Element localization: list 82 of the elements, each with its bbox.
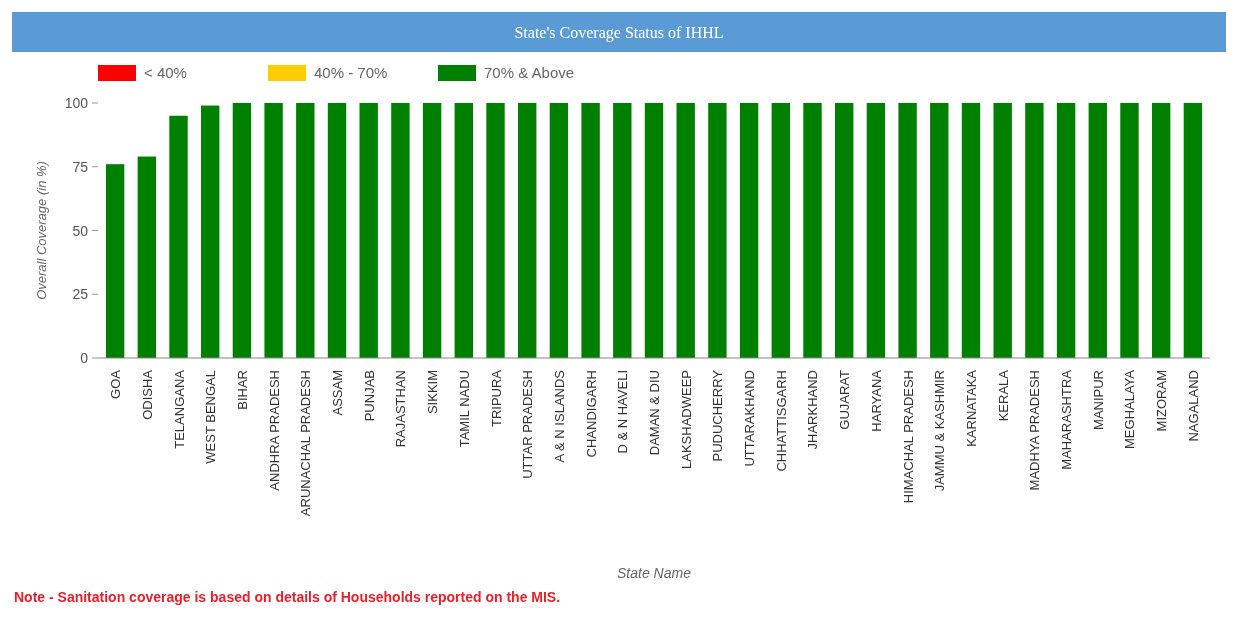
x-tick-label: JAMMU & KASHMIR <box>932 370 948 492</box>
bar <box>961 103 981 358</box>
x-tick-label: MIZORAM <box>1154 370 1170 432</box>
bar <box>708 103 727 358</box>
bar <box>1151 103 1171 358</box>
x-tick-label: PUNJAB <box>361 370 377 422</box>
bar <box>422 103 442 358</box>
x-tick-label: ANDHRA PRADESH <box>266 370 282 491</box>
x-tick-label: CHANDIGARH <box>583 370 599 458</box>
x-tick-label: A & N ISLANDS <box>551 369 567 463</box>
bar <box>232 103 252 358</box>
bar <box>486 103 505 358</box>
x-axis-title: State Name <box>617 565 692 581</box>
x-tick-label: DAMAN & DIU <box>647 370 662 456</box>
bar <box>898 103 917 358</box>
bar <box>993 103 1012 358</box>
bar <box>296 103 315 358</box>
bar <box>518 103 537 358</box>
y-axis-title: Overall Coverage (in %) <box>34 161 49 300</box>
bar <box>771 103 790 358</box>
x-tick-label: TRIPURA <box>488 369 504 428</box>
x-tick-label: SIKKIM <box>425 370 441 415</box>
text: Note - Sanitation coverage is based on details of Households reported on the MIS. <box>14 589 561 605</box>
x-tick-label: TELANGANA <box>171 369 187 449</box>
bar <box>201 105 220 358</box>
x-tick-label: JHARKHAND <box>805 370 821 450</box>
x-tick-label: BIHAR <box>234 370 250 410</box>
x-tick-label: ARUNACHAL PRADESH <box>298 370 314 517</box>
x-tick-label: MAHARASHTRA <box>1059 369 1075 470</box>
y-tick-label: 75 <box>72 158 89 175</box>
y-tick-label: 0 <box>80 350 89 366</box>
bar <box>169 115 188 358</box>
bar <box>676 103 695 358</box>
x-tick-label: MEGHALAYA <box>1122 369 1138 449</box>
y-tick-label: 25 <box>72 286 89 303</box>
bar <box>105 164 125 358</box>
bar <box>137 156 157 358</box>
x-tick-label: MADHYA PRADESH <box>1027 370 1043 491</box>
bar <box>866 103 886 358</box>
legend-label: 70% & Above <box>484 64 575 81</box>
legend-label: 40% - 70% <box>314 64 388 81</box>
bar <box>1025 103 1044 358</box>
x-tick-label: GUJARAT <box>837 369 853 430</box>
x-tick-label: WEST BENGAL <box>203 370 219 464</box>
x-tick-label: UTTAR PRADESH <box>520 370 536 479</box>
x-tick-label: CHHATTISGARH <box>773 370 789 472</box>
x-tick-label: MANIPUR <box>1090 370 1106 430</box>
x-tick-label: GOA <box>108 369 124 399</box>
chart-title: State's Coverage Status of IHHL <box>514 24 724 42</box>
x-tick-label: NAGALAND <box>1185 370 1201 442</box>
y-tick-label: 50 <box>72 222 89 239</box>
bar <box>613 103 632 358</box>
x-tick-label: KARNATAKA <box>963 369 979 447</box>
bar <box>359 103 378 358</box>
x-tick-label: RAJASTHAN <box>393 370 409 448</box>
bar <box>930 103 949 358</box>
legend-label: < 40% <box>144 64 187 81</box>
bar <box>1183 103 1203 358</box>
y-tick-label: 100 <box>64 95 89 111</box>
bar <box>1088 103 1107 358</box>
bar <box>391 103 410 358</box>
bar <box>1120 103 1139 358</box>
x-tick-label: HIMACHAL PRADESH <box>900 370 916 504</box>
bar <box>739 103 759 358</box>
bar <box>644 103 664 358</box>
x-tick-label: TAMIL NADU <box>456 370 472 448</box>
bar <box>803 103 822 358</box>
x-tick-label: HARYANA <box>868 369 884 432</box>
x-tick-label: PUDUCHERRY <box>710 369 726 462</box>
bar <box>581 103 600 358</box>
bar <box>835 103 854 358</box>
x-tick-label: LAKSHADWEEP <box>678 370 694 469</box>
x-tick-label: D & N HAVELI <box>615 370 631 454</box>
bar <box>1056 103 1076 358</box>
bar <box>454 103 473 358</box>
x-tick-label: UTTARAKHAND <box>742 370 758 467</box>
bar <box>264 103 283 358</box>
x-tick-label: ASSAM <box>330 370 346 416</box>
x-tick-label: ODISHA <box>139 369 155 420</box>
x-tick-label: KERALA <box>995 369 1011 422</box>
bar <box>549 103 569 358</box>
bar <box>327 103 347 358</box>
